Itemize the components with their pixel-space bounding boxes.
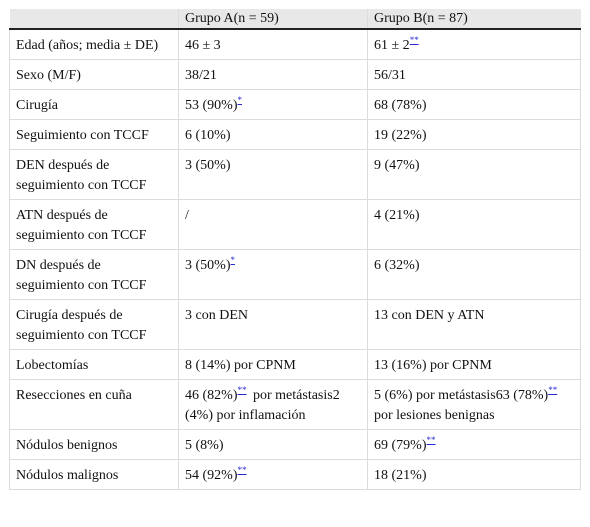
row-label: ATN después de seguimiento con TCCF <box>9 199 179 250</box>
cell-value: 3 (50%) <box>185 258 231 273</box>
table-row: ATN después de seguimiento con TCCF / 4 … <box>9 199 581 250</box>
cell-grupo-a: 5 (8%) <box>178 429 368 460</box>
table-row: Sexo (M/F) 38/21 56/31 <box>9 59 581 90</box>
footnote-link[interactable]: ** <box>237 385 247 396</box>
header-col-grupo-b: Grupo B(n = 87) <box>367 9 581 30</box>
row-label: Seguimiento con TCCF <box>9 119 179 150</box>
row-label: Lobectomías <box>9 349 179 380</box>
cell-grupo-a: / <box>178 199 368 250</box>
cell-value: 61 ± 2 <box>374 38 410 53</box>
footnote-link[interactable]: ** <box>548 385 558 396</box>
cell-value: 46 (82%) <box>185 388 238 403</box>
cell-grupo-a: 46 (82%)** por metástasis2 (4%) por infl… <box>178 379 368 430</box>
cell-grupo-b: 9 (47%) <box>367 149 581 200</box>
cell-grupo-a: 53 (90%)* <box>178 89 368 120</box>
table-body: Edad (años; media ± DE) 46 ± 3 61 ± 2** … <box>9 29 581 490</box>
footnote-link[interactable]: * <box>230 255 236 266</box>
row-label: DN después de seguimiento con TCCF <box>9 249 179 300</box>
cell-grupo-a: 38/21 <box>178 59 368 90</box>
cell-grupo-b: 56/31 <box>367 59 581 90</box>
results-table-container: Grupo A(n = 59) Grupo B(n = 87) Edad (añ… <box>9 9 581 490</box>
cell-grupo-a: 3 (50%)* <box>178 249 368 300</box>
row-label: Nódulos malignos <box>9 459 179 490</box>
cell-grupo-a: 46 ± 3 <box>178 29 368 60</box>
cell-grupo-a: 6 (10%) <box>178 119 368 150</box>
cell-grupo-a: 3 (50%) <box>178 149 368 200</box>
cell-value: 54 (92%) <box>185 468 238 483</box>
table-row: Nódulos malignos 54 (92%)** 18 (21%) <box>9 459 581 490</box>
table-row: Edad (años; media ± DE) 46 ± 3 61 ± 2** <box>9 29 581 60</box>
cell-value: 69 (79%) <box>374 438 427 453</box>
cell-grupo-b: 6 (32%) <box>367 249 581 300</box>
cell-grupo-b: 69 (79%)** <box>367 429 581 460</box>
cell-grupo-a: 54 (92%)** <box>178 459 368 490</box>
results-table: Grupo A(n = 59) Grupo B(n = 87) Edad (añ… <box>9 9 581 490</box>
header-col-label <box>9 9 179 30</box>
cell-value-rest: por lesiones benignas <box>374 408 495 423</box>
footnote-link[interactable]: ** <box>426 435 436 446</box>
table-row: Nódulos benignos 5 (8%) 69 (79%)** <box>9 429 581 460</box>
cell-value-rest: por metástasis2 (4%) por inflamación <box>185 388 340 423</box>
cell-grupo-b: 19 (22%) <box>367 119 581 150</box>
table-row: Resecciones en cuña 46 (82%)** por metás… <box>9 379 581 430</box>
cell-grupo-b: 4 (21%) <box>367 199 581 250</box>
row-label: Cirugía <box>9 89 179 120</box>
row-label: DEN después de seguimiento con TCCF <box>9 149 179 200</box>
cell-grupo-b: 13 (16%) por CPNM <box>367 349 581 380</box>
table-header: Grupo A(n = 59) Grupo B(n = 87) <box>9 9 581 30</box>
footnote-link[interactable]: ** <box>237 465 247 476</box>
row-label: Cirugía después de seguimiento con TCCF <box>9 299 179 350</box>
cell-grupo-b: 5 (6%) por metástasis63 (78%)** por lesi… <box>367 379 581 430</box>
header-col-grupo-a: Grupo A(n = 59) <box>178 9 368 30</box>
table-row: Cirugía después de seguimiento con TCCF … <box>9 299 581 350</box>
row-label: Edad (años; media ± DE) <box>9 29 179 60</box>
table-row: Cirugía 53 (90%)* 68 (78%) <box>9 89 581 120</box>
footnote-link[interactable]: ** <box>409 35 419 46</box>
cell-grupo-b: 13 con DEN y ATN <box>367 299 581 350</box>
cell-grupo-a: 3 con DEN <box>178 299 368 350</box>
table-row: Seguimiento con TCCF 6 (10%) 19 (22%) <box>9 119 581 150</box>
cell-grupo-b: 61 ± 2** <box>367 29 581 60</box>
row-label: Nódulos benignos <box>9 429 179 460</box>
row-label: Resecciones en cuña <box>9 379 179 430</box>
table-row: Lobectomías 8 (14%) por CPNM 13 (16%) po… <box>9 349 581 380</box>
table-row: DN después de seguimiento con TCCF 3 (50… <box>9 249 581 300</box>
cell-value: 5 (6%) por metástasis63 (78%) <box>374 388 549 403</box>
cell-grupo-a: 8 (14%) por CPNM <box>178 349 368 380</box>
cell-grupo-b: 18 (21%) <box>367 459 581 490</box>
cell-grupo-b: 68 (78%) <box>367 89 581 120</box>
row-label: Sexo (M/F) <box>9 59 179 90</box>
header-row: Grupo A(n = 59) Grupo B(n = 87) <box>9 9 581 30</box>
cell-value: 53 (90%) <box>185 98 238 113</box>
footnote-link[interactable]: * <box>237 95 243 106</box>
table-row: DEN después de seguimiento con TCCF 3 (5… <box>9 149 581 200</box>
